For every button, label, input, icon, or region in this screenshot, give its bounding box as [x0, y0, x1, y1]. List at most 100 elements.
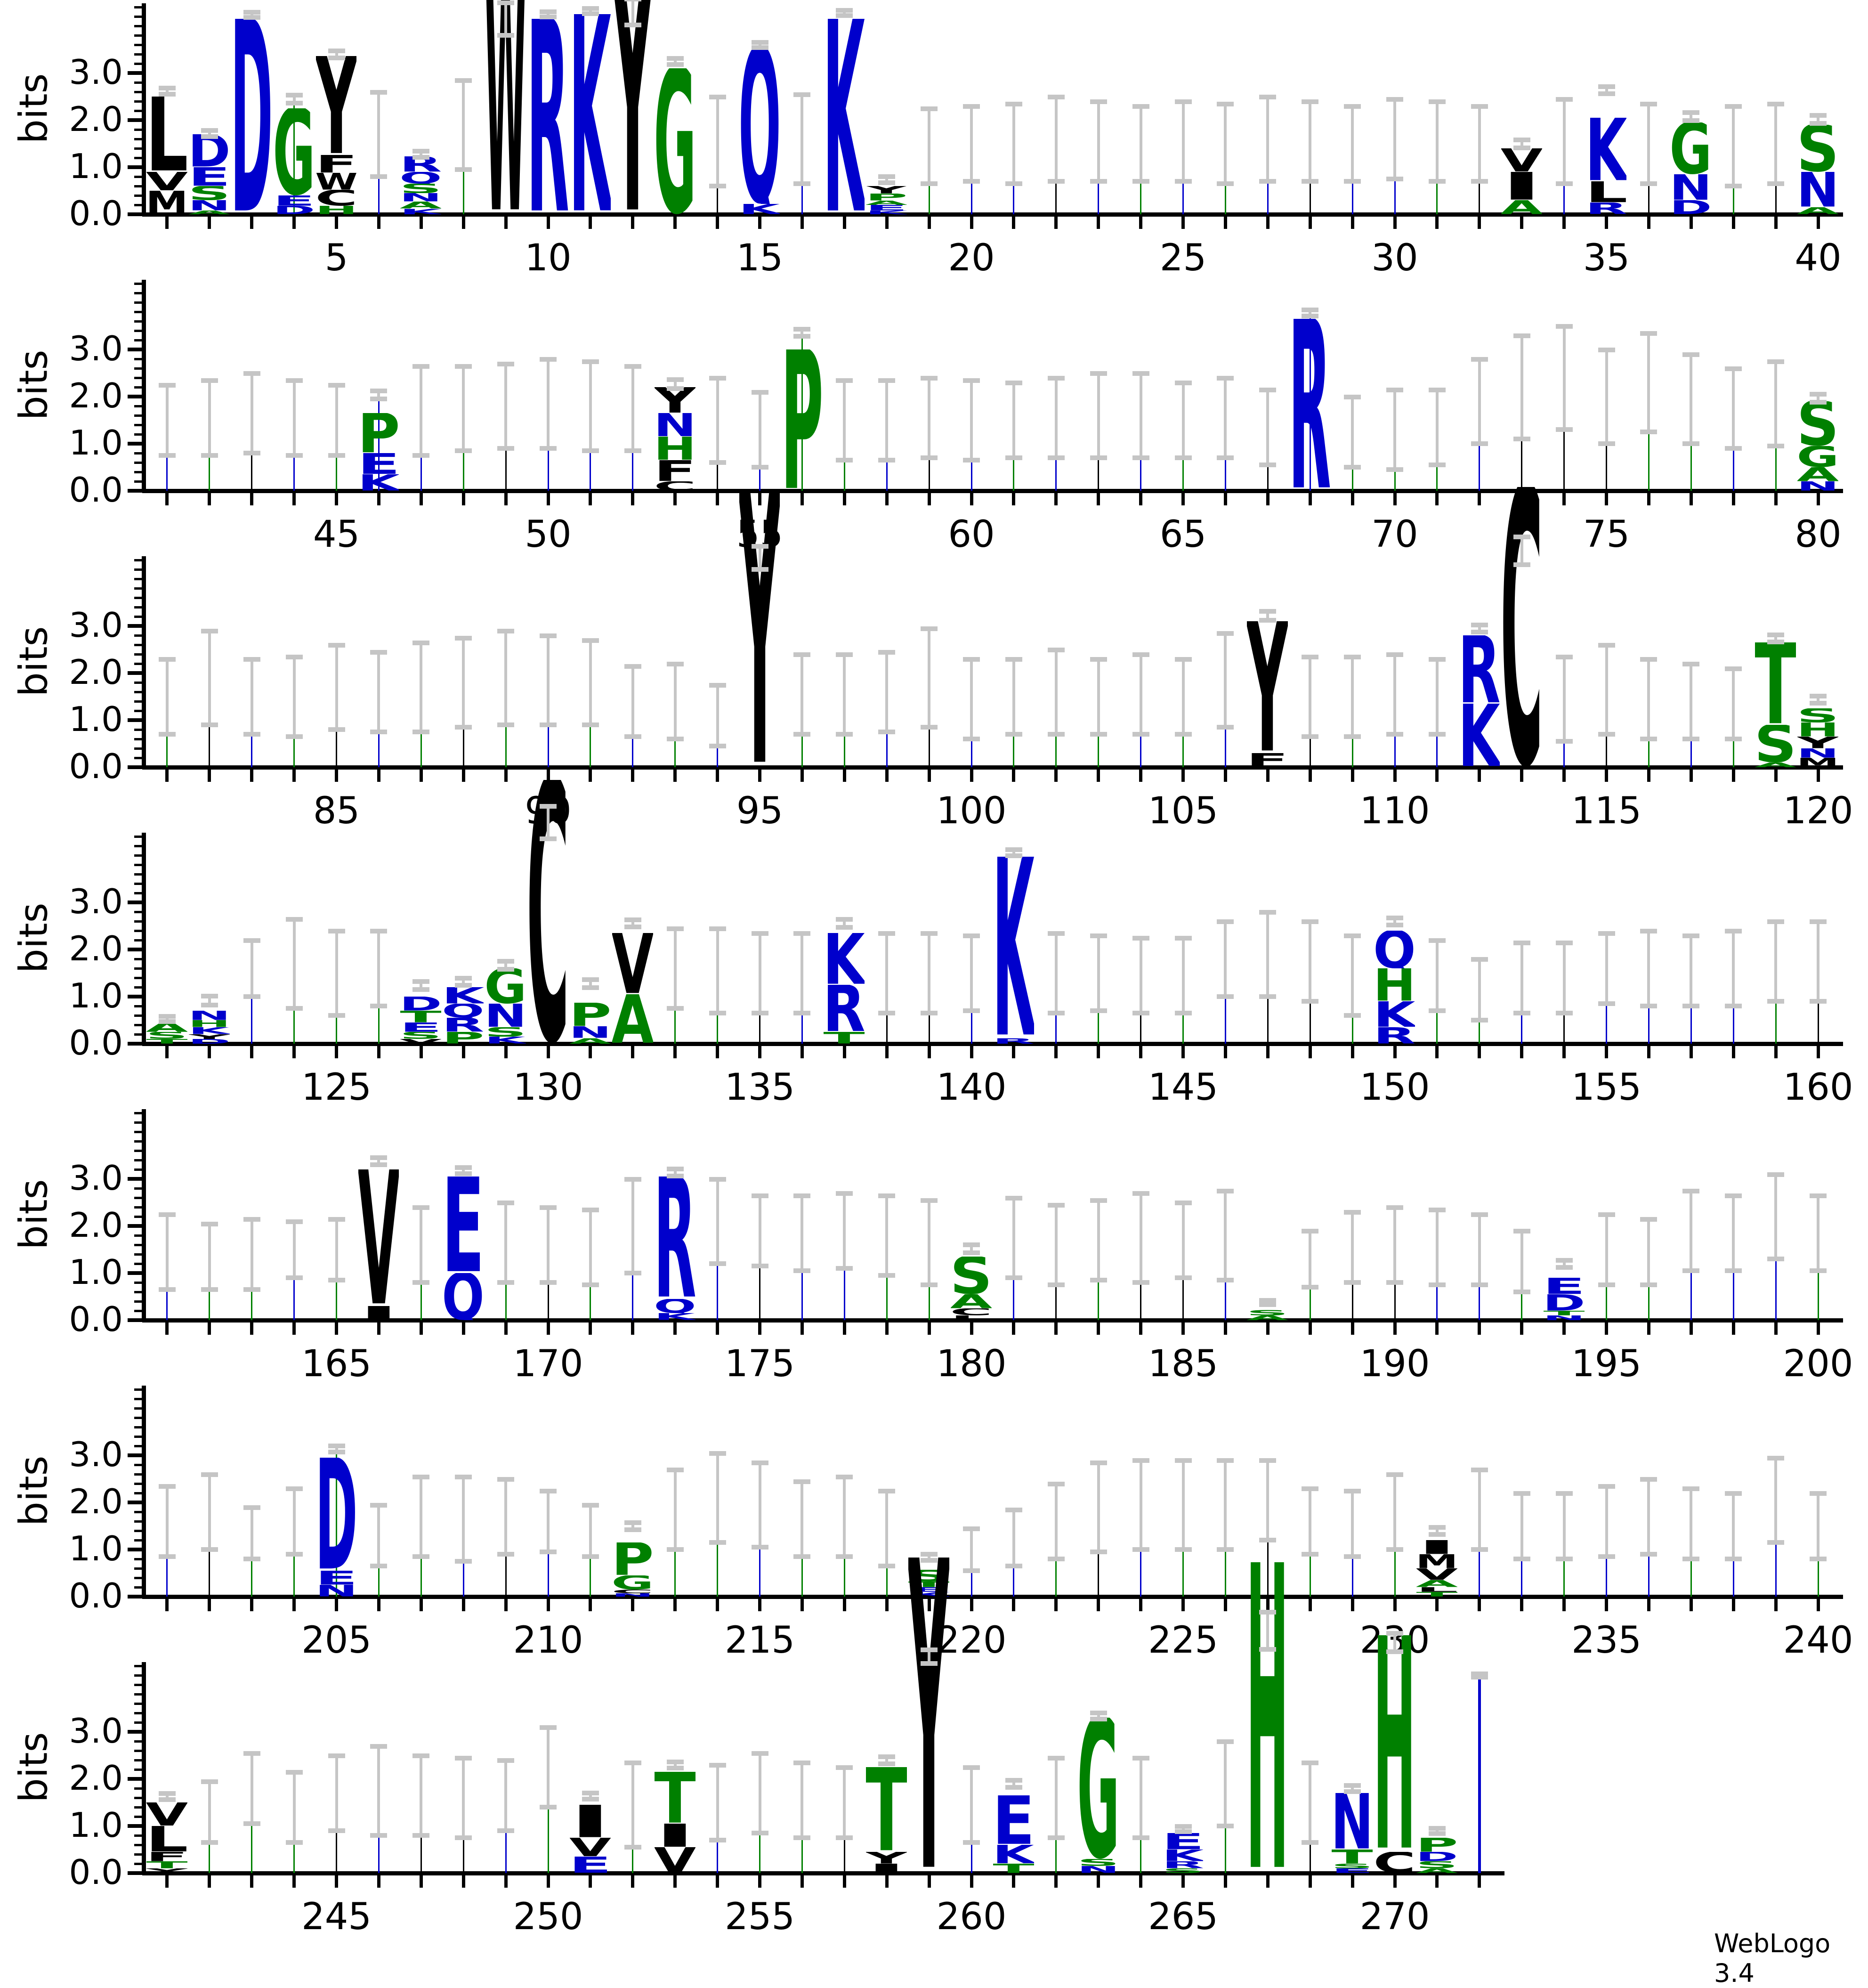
error-bar-line [1605, 86, 1608, 94]
svg-text:E: E [1332, 1868, 1373, 1873]
x-axis-tick [1689, 1599, 1693, 1611]
y-axis-tick [134, 1463, 142, 1466]
logo-row: 0.0 1.0 2.0 3.0 bits 125 130 135 140 145 150 155 160… [0, 780, 1868, 1109]
x-axis-tick [1350, 1323, 1354, 1335]
svg-text:T: T [655, 1772, 695, 1824]
x-axis-tick [842, 1323, 846, 1335]
x-axis-tick [335, 1599, 339, 1611]
error-bar-cap-bottom [666, 1766, 684, 1770]
stack-tail-line [505, 1517, 507, 1597]
y-axis-tick [128, 165, 142, 169]
y-axis-tick [134, 653, 142, 656]
error-bar-cap-bottom [1047, 1011, 1065, 1015]
error-bar-line [1012, 659, 1015, 734]
error-bar-cap-top [497, 362, 515, 366]
logo-letter: A [866, 201, 907, 205]
stack-tail-line [336, 1449, 338, 1597]
error-bar-cap-top [1555, 324, 1573, 329]
error-bar [666, 662, 684, 741]
x-tick-label: 210 [513, 1619, 583, 1662]
logo-letter: N [189, 200, 230, 211]
x-axis-tick [208, 217, 211, 229]
error-bar-cap-bottom [709, 184, 726, 188]
error-bar-line [1817, 1195, 1820, 1271]
error-bar [1810, 113, 1827, 126]
stack-tail-line [1521, 1526, 1523, 1597]
error-bar-cap-bottom [1174, 1275, 1192, 1280]
error-bar-cap-top [1132, 104, 1149, 109]
x-axis-line [142, 489, 1843, 493]
logo-letter: Y [1797, 737, 1838, 748]
error-bar-cap-bottom [285, 1275, 303, 1280]
svg-text:E: E [274, 195, 315, 206]
svg-text:I: I [358, 1306, 399, 1320]
error-bar-line [462, 1477, 465, 1561]
svg-text:G: G [612, 1575, 653, 1590]
svg-text:A: A [1797, 467, 1838, 481]
error-bar-cap-top [878, 1754, 896, 1759]
error-bar-cap-bottom [1428, 1282, 1446, 1287]
logo-letter: C [316, 190, 357, 206]
x-axis-tick [208, 1046, 211, 1058]
logo-letter: E [908, 1587, 949, 1592]
y-axis-tick [134, 194, 142, 197]
logo-letter: T [1544, 1311, 1585, 1315]
error-bar-cap-top [921, 106, 938, 111]
y-axis-tick [134, 1576, 142, 1579]
error-bar-line [716, 1453, 719, 1542]
x-axis-tick [419, 217, 423, 229]
error-bar-cap-top [709, 926, 726, 931]
logo-letter: H [655, 437, 695, 460]
y-axis-tick [134, 976, 142, 979]
error-bar-line [1774, 634, 1778, 642]
x-axis-tick [377, 493, 380, 505]
error-bar-cap-top [666, 662, 684, 666]
error-bar-cap-bottom [1725, 1004, 1742, 1008]
error-bar-cap-top [1047, 376, 1065, 381]
error-bar-cap-top [243, 1505, 260, 1510]
error-bar [878, 1489, 896, 1568]
error-bar-cap-top [1174, 657, 1192, 662]
error-bar [1555, 1258, 1573, 1270]
y-axis-tick [134, 53, 142, 56]
error-bar [201, 1779, 218, 1845]
error-bar-cap-top [582, 6, 599, 11]
logo-letter: I [1501, 172, 1542, 200]
y-tick-label: 0.0 [69, 1576, 123, 1615]
y-axis-tick [134, 24, 142, 27]
error-bar-cap-bottom [1090, 1278, 1107, 1282]
error-bar [751, 544, 768, 572]
x-axis-tick [842, 493, 846, 505]
svg-text:R: R [443, 1018, 484, 1032]
error-bar-line [1224, 1460, 1227, 1550]
error-bar [1132, 1458, 1149, 1552]
stack-tail-line [1648, 1517, 1650, 1597]
x-axis-tick [673, 1599, 677, 1611]
x-axis-tick [1520, 1046, 1524, 1058]
x-axis-tick [885, 1046, 889, 1058]
x-axis-tick [631, 1599, 635, 1611]
x-axis-tick [1816, 493, 1820, 505]
error-bar [1344, 104, 1361, 184]
x-tick-label: 45 [313, 513, 360, 556]
error-bar-cap-top [412, 1205, 430, 1210]
logo-letter: Y [655, 387, 695, 413]
logo-row: 0.0 1.0 2.0 3.0 bits 245 250 255 260 265 270 V L F T Y I… [0, 1558, 1868, 1938]
logo-letter: V [400, 1039, 441, 1044]
svg-text:S: S [146, 1032, 187, 1039]
error-bar-cap-top [921, 1552, 938, 1557]
error-bar-cap-top [328, 1753, 345, 1758]
svg-text:C: C [1374, 1852, 1415, 1873]
logo-letter: N [1332, 1793, 1373, 1850]
logo-letter: K [739, 204, 780, 214]
error-bar-cap-top [285, 93, 303, 97]
x-tick-label: 175 [725, 1343, 795, 1385]
error-bar [582, 1791, 599, 1801]
logo-letter: D [231, 19, 272, 214]
y-axis-tick [134, 1416, 142, 1419]
error-bar [1047, 1203, 1065, 1287]
error-bar-cap-bottom [666, 1006, 684, 1011]
logo-letter: I [866, 1864, 907, 1873]
y-axis-tick [134, 301, 142, 304]
x-tick-label: 255 [725, 1896, 795, 1938]
